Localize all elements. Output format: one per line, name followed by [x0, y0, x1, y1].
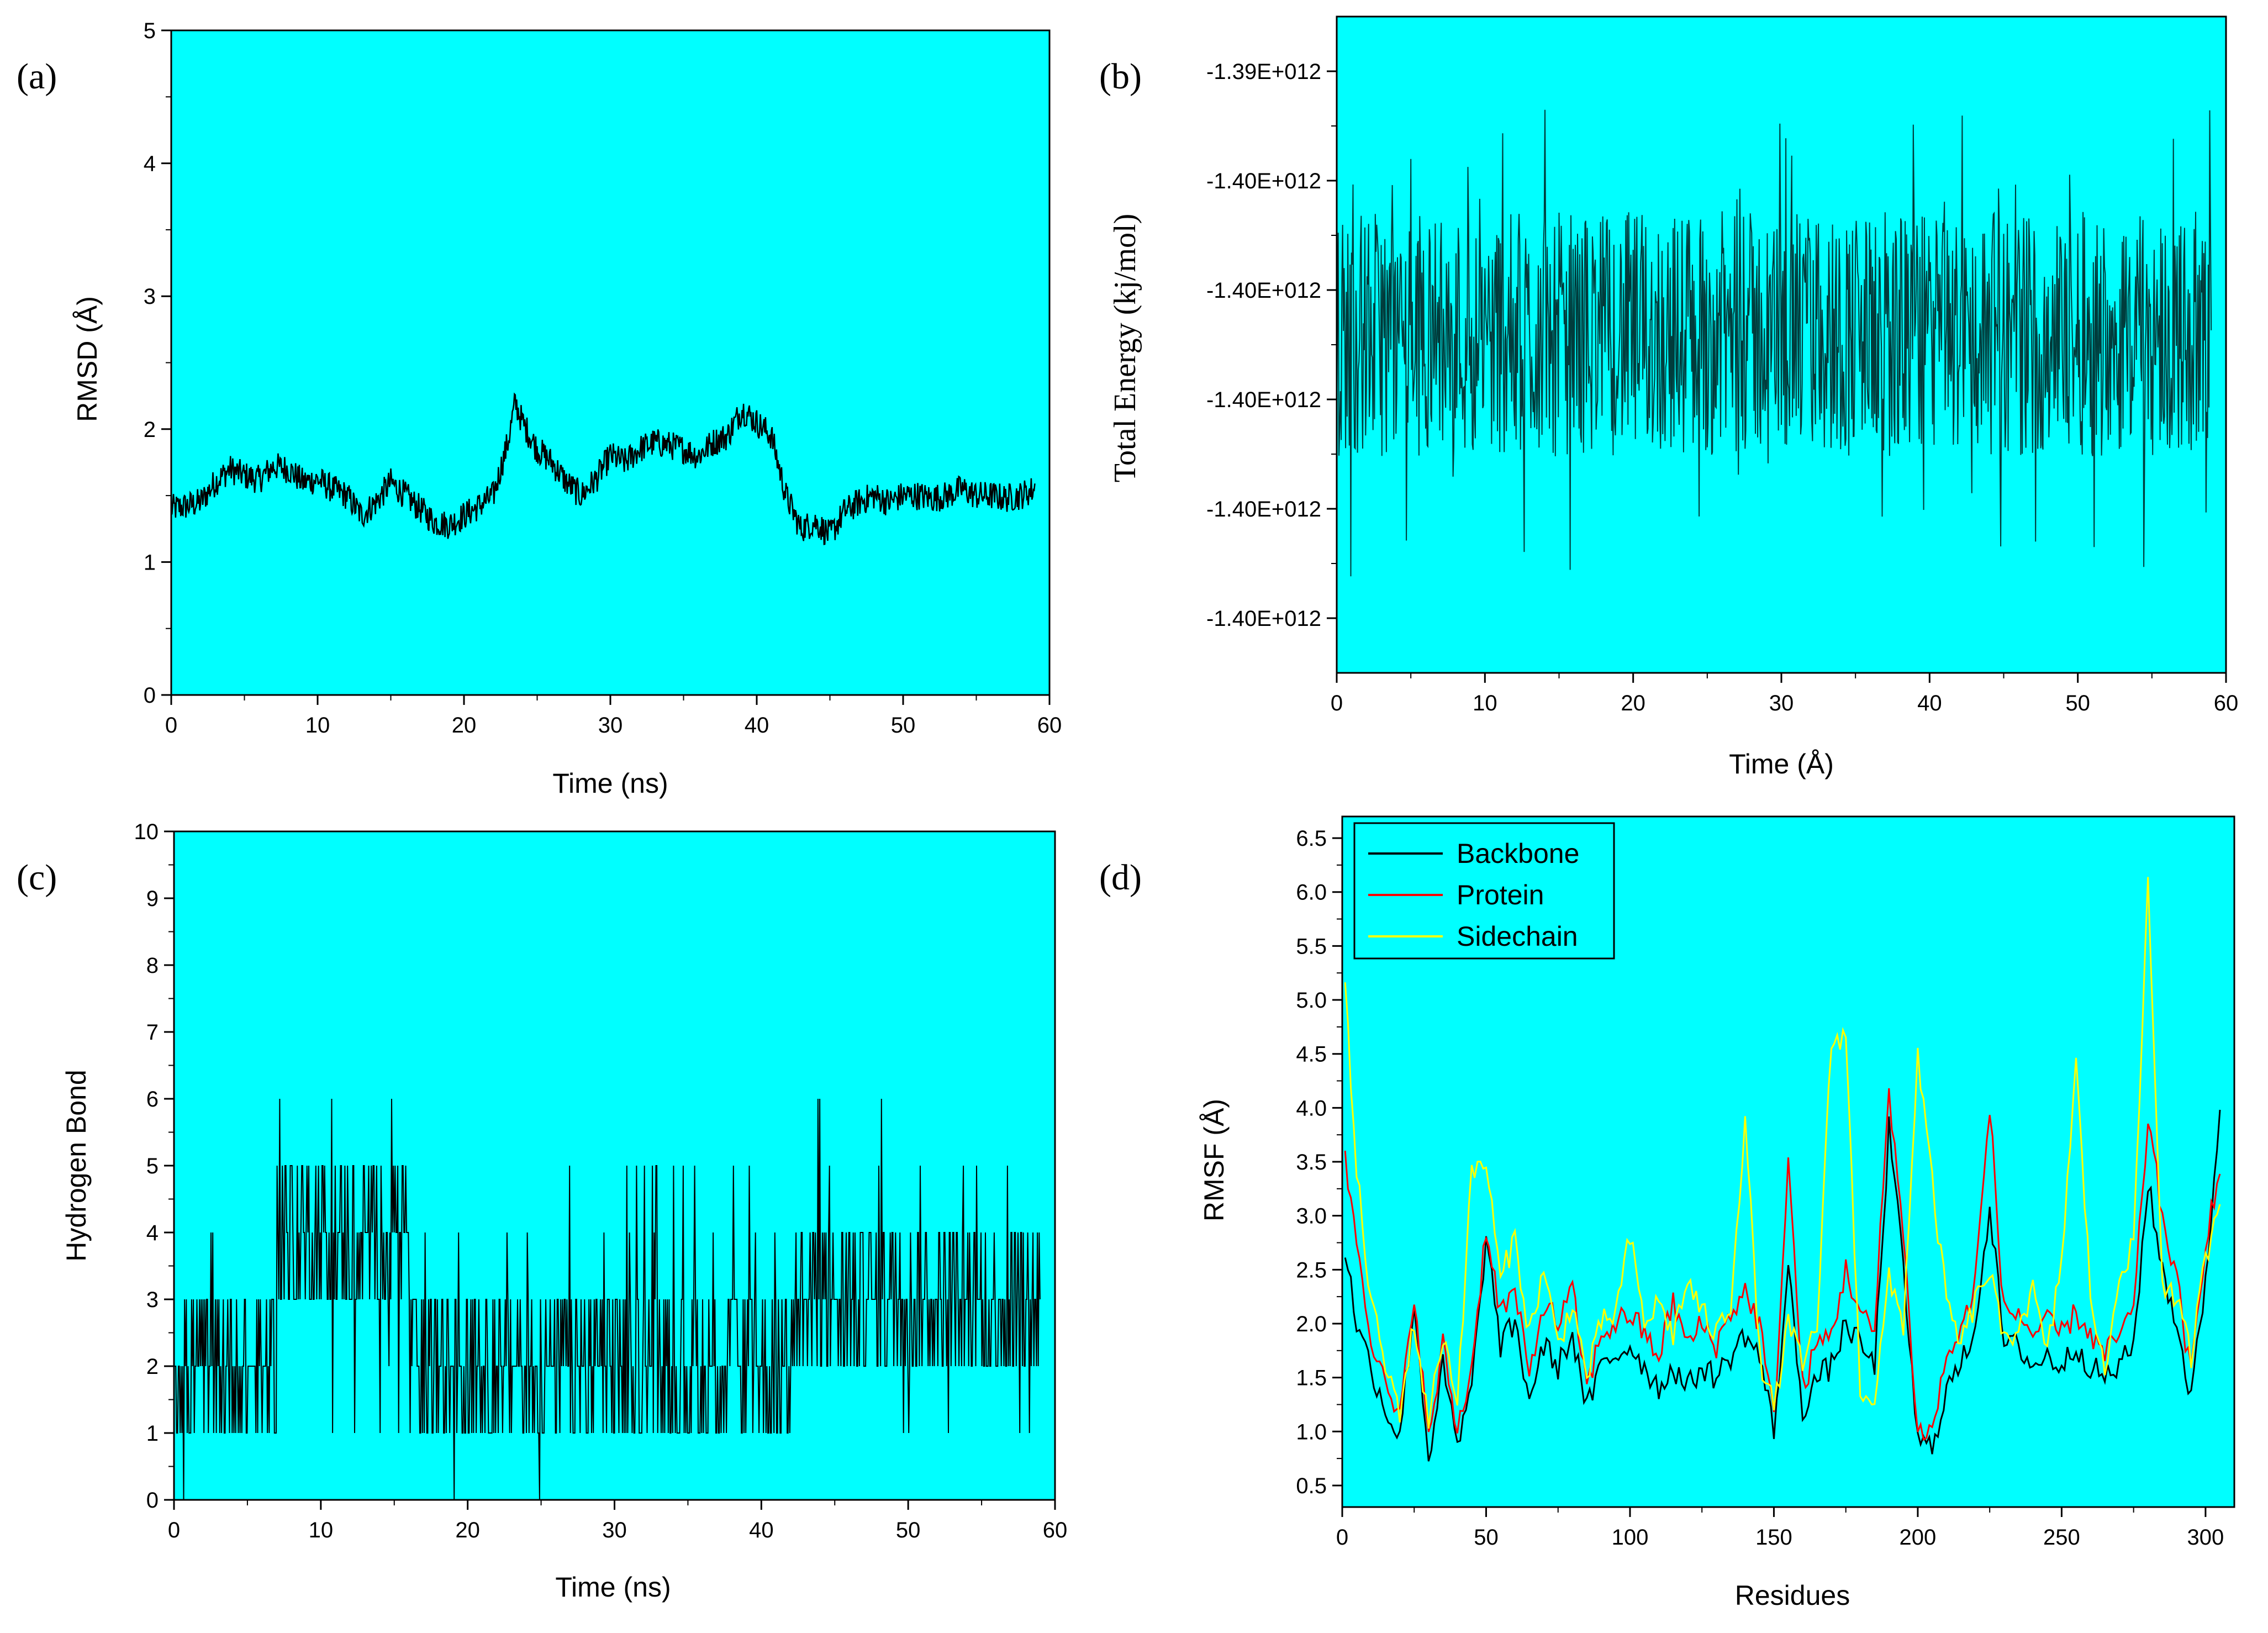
x-axis-title-d: Residues	[1735, 1580, 1850, 1611]
x-tick-label-c-0: 0	[168, 1518, 180, 1542]
y-tick-label-d-0: 0.5	[1296, 1474, 1327, 1498]
panel-label-c: (c)	[17, 857, 57, 898]
y-tick-label-d-4: 2.5	[1296, 1258, 1327, 1282]
y-tick-label-a-0: 0	[144, 683, 156, 708]
x-tick-label-b-2: 20	[1621, 691, 1645, 715]
y-tick-label-c-4: 4	[146, 1221, 159, 1245]
x-tick-label-d-3: 150	[1755, 1525, 1792, 1550]
x-tick-label-b-0: 0	[1331, 691, 1343, 715]
y-tick-label-c-9: 9	[146, 887, 159, 911]
x-tick-label-c-3: 30	[602, 1518, 627, 1542]
x-tick-label-d-5: 250	[2043, 1525, 2080, 1550]
x-tick-label-b-4: 40	[1917, 691, 1942, 715]
x-axis-title-c: Time (ns)	[555, 1572, 671, 1603]
y-tick-label-d-9: 5.0	[1296, 988, 1327, 1013]
y-tick-label-c-6: 6	[146, 1087, 159, 1112]
x-tick-label-d-4: 200	[1900, 1525, 1937, 1550]
x-tick-label-a-1: 10	[305, 713, 330, 738]
series-line-rmsd	[170, 392, 1036, 545]
y-tick-label-c-8: 8	[146, 954, 159, 978]
y-tick-label-d-5: 3.0	[1296, 1204, 1327, 1229]
y-axis-title-d: RMSF (Å)	[1199, 1099, 1230, 1221]
y-axis-title-a: RMSD (Å)	[72, 296, 103, 422]
y-tick-label-c-2: 2	[146, 1355, 159, 1379]
x-tick-label-d-2: 100	[1612, 1525, 1649, 1550]
x-tick-label-a-2: 20	[452, 713, 477, 738]
x-tick-label-b-6: 60	[2214, 691, 2239, 715]
x-tick-label-c-2: 20	[455, 1518, 480, 1542]
y-tick-label-a-5: 5	[144, 19, 156, 43]
x-tick-label-a-5: 50	[891, 713, 916, 738]
y-tick-label-c-10: 10	[134, 820, 159, 844]
y-tick-label-c-3: 3	[146, 1288, 159, 1312]
y-tick-label-a-1: 1	[144, 550, 156, 575]
y-tick-label-a-4: 4	[144, 152, 156, 176]
y-tick-label-c-1: 1	[146, 1421, 159, 1446]
x-tick-label-d-1: 50	[1474, 1525, 1499, 1550]
y-tick-label-c-7: 7	[146, 1020, 159, 1045]
series-line-hydrogen-bond	[174, 1098, 1041, 1500]
y-tick-label-b-0: -1.40E+012	[1206, 607, 1321, 631]
x-tick-label-c-4: 40	[749, 1518, 774, 1542]
y-tick-label-c-0: 0	[146, 1488, 159, 1513]
x-tick-label-d-6: 300	[2187, 1525, 2224, 1550]
x-tick-label-b-3: 30	[1769, 691, 1794, 715]
x-tick-label-a-0: 0	[165, 713, 177, 738]
plot-area-a	[171, 30, 1049, 695]
y-tick-label-b-4: -1.40E+012	[1206, 169, 1321, 193]
legend-label-backbone: Backbone	[1457, 838, 1579, 869]
series-line-protein	[1344, 1088, 2221, 1441]
y-tick-label-d-2: 1.5	[1296, 1366, 1327, 1390]
series-line-total-energy	[1336, 109, 2212, 577]
y-tick-label-d-11: 6.0	[1296, 881, 1327, 905]
x-tick-label-c-5: 50	[896, 1518, 921, 1542]
y-tick-label-d-3: 2.0	[1296, 1312, 1327, 1336]
y-tick-label-a-3: 3	[144, 285, 156, 309]
panel-label-d: (d)	[1099, 857, 1142, 898]
panel-label-a: (a)	[17, 56, 57, 97]
x-tick-label-b-5: 50	[2065, 691, 2090, 715]
y-tick-label-d-7: 4.0	[1296, 1096, 1327, 1120]
x-axis-title-a: Time (ns)	[552, 768, 668, 799]
y-tick-label-a-2: 2	[144, 418, 156, 442]
y-tick-label-d-10: 5.5	[1296, 934, 1327, 958]
x-axis-title-b: Time (Å)	[1729, 749, 1834, 779]
series-line-sidechain	[1344, 877, 2221, 1429]
x-tick-label-a-6: 60	[1037, 713, 1062, 738]
legend-label-protein: Protein	[1457, 879, 1544, 910]
y-tick-label-b-3: -1.40E+012	[1206, 278, 1321, 303]
panel-label-b: (b)	[1099, 56, 1142, 97]
y-tick-label-d-12: 6.5	[1296, 826, 1327, 851]
x-tick-label-a-3: 30	[598, 713, 623, 738]
y-tick-label-b-1: -1.40E+012	[1206, 497, 1321, 521]
legend-label-sidechain: Sidechain	[1457, 921, 1578, 952]
x-tick-label-a-4: 40	[745, 713, 769, 738]
x-tick-label-c-1: 10	[309, 1518, 334, 1542]
y-tick-label-b-2: -1.40E+012	[1206, 388, 1321, 412]
y-axis-title-c: Hydrogen Bond	[61, 1070, 92, 1261]
x-tick-label-d-0: 0	[1336, 1525, 1348, 1550]
x-tick-label-b-1: 10	[1473, 691, 1497, 715]
y-axis-title-b: Total Energy (kj/mol)	[1108, 214, 1142, 483]
x-tick-label-c-6: 60	[1043, 1518, 1068, 1542]
y-tick-label-b-5: -1.39E+012	[1206, 60, 1321, 84]
y-tick-label-d-8: 4.5	[1296, 1042, 1327, 1067]
y-tick-label-d-6: 3.5	[1296, 1150, 1327, 1174]
y-tick-label-d-1: 1.0	[1296, 1420, 1327, 1444]
y-tick-label-c-5: 5	[146, 1154, 159, 1178]
